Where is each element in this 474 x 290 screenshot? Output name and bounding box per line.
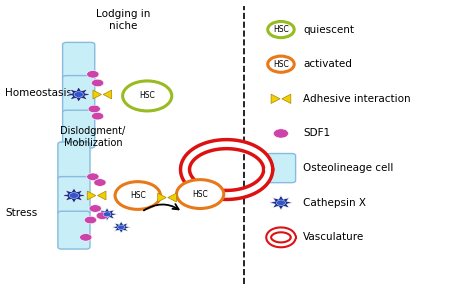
Polygon shape (271, 94, 280, 104)
FancyBboxPatch shape (58, 177, 90, 214)
Circle shape (123, 81, 172, 111)
Text: Cathepsin X: Cathepsin X (303, 198, 366, 208)
Text: HSC: HSC (130, 191, 146, 200)
Circle shape (94, 179, 106, 186)
Text: HSC: HSC (139, 91, 155, 100)
Polygon shape (98, 191, 106, 200)
Text: Adhesive interaction: Adhesive interaction (303, 94, 411, 104)
Text: Osteolineage cell: Osteolineage cell (303, 163, 393, 173)
Text: quiescent: quiescent (303, 25, 354, 35)
Circle shape (88, 105, 100, 113)
Text: Lodging in
niche: Lodging in niche (96, 9, 151, 31)
Polygon shape (66, 87, 91, 102)
Circle shape (80, 234, 92, 241)
Circle shape (118, 225, 125, 229)
Text: activated: activated (303, 59, 352, 69)
FancyBboxPatch shape (63, 42, 95, 80)
Polygon shape (103, 90, 112, 99)
Text: Dislodgment/
Mobilization: Dislodgment/ Mobilization (60, 126, 126, 148)
Text: Stress: Stress (5, 208, 37, 218)
Circle shape (96, 212, 109, 220)
Circle shape (91, 79, 104, 87)
Polygon shape (282, 94, 291, 104)
Circle shape (103, 212, 111, 217)
Text: HSC: HSC (273, 60, 289, 69)
Circle shape (91, 113, 104, 120)
Text: Vasculature: Vasculature (303, 232, 365, 242)
Polygon shape (112, 222, 131, 233)
Polygon shape (158, 193, 166, 202)
Text: HSC: HSC (192, 190, 208, 199)
Circle shape (87, 70, 99, 78)
Polygon shape (87, 191, 96, 200)
Polygon shape (62, 188, 86, 203)
Circle shape (273, 129, 289, 138)
FancyBboxPatch shape (63, 110, 95, 148)
Polygon shape (269, 195, 293, 210)
FancyBboxPatch shape (266, 153, 296, 183)
Circle shape (84, 216, 97, 224)
Circle shape (276, 200, 285, 205)
Circle shape (87, 173, 99, 180)
Text: Homeostasis: Homeostasis (5, 88, 73, 98)
FancyBboxPatch shape (58, 142, 90, 180)
Polygon shape (93, 90, 101, 99)
Circle shape (268, 56, 294, 72)
FancyBboxPatch shape (58, 211, 90, 249)
Circle shape (89, 205, 101, 212)
Polygon shape (97, 208, 118, 221)
Circle shape (115, 182, 160, 209)
Text: SDF1: SDF1 (303, 128, 330, 138)
Polygon shape (168, 193, 176, 202)
Circle shape (74, 92, 83, 97)
Text: HSC: HSC (273, 25, 289, 34)
Circle shape (176, 180, 224, 209)
FancyBboxPatch shape (63, 76, 95, 113)
Circle shape (268, 21, 294, 38)
Circle shape (69, 193, 79, 198)
